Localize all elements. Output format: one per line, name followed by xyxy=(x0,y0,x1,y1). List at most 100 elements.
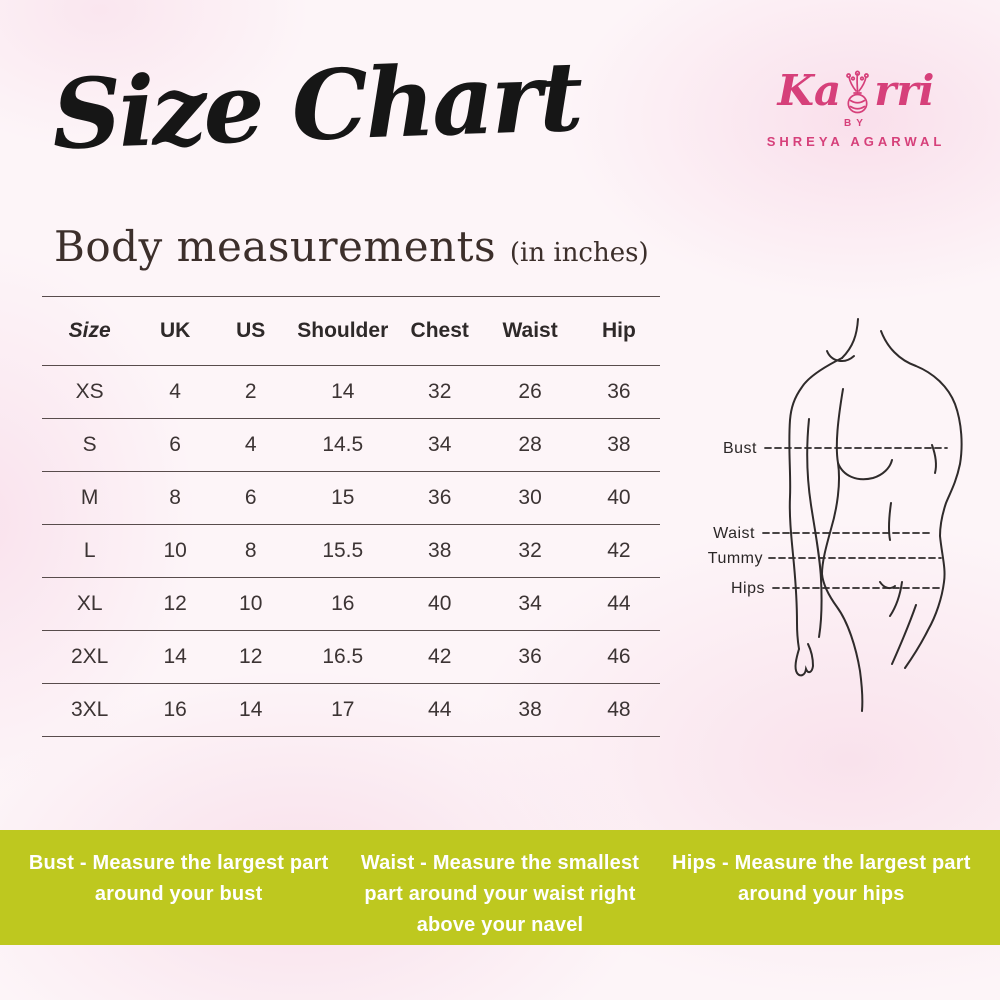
figure-bust-curve xyxy=(837,459,893,481)
table-cell: 6 xyxy=(169,433,181,456)
table-header-row: Size UK US Shoulder Chest Waist Hip xyxy=(42,296,660,366)
bust-instruction-label: Bust - xyxy=(28,852,87,874)
table-cell: 8 xyxy=(244,539,257,562)
column-header-uk: UK xyxy=(159,319,191,342)
measurement-instructions-banner: Bust - Measure the largest part around y… xyxy=(0,830,1000,945)
table-row-3xl: 3XL 16 14 17 44 38 48 xyxy=(42,684,660,737)
hips-label: Hips xyxy=(731,580,765,597)
table-cell: 36 xyxy=(607,380,631,403)
table-cell: 2XL xyxy=(70,645,109,668)
tummy-label: Tummy xyxy=(708,550,763,567)
figure-left-arm-inner xyxy=(806,418,823,638)
waist-instruction-body: Measure the smallest part around your wa… xyxy=(364,852,640,936)
table-cell: 38 xyxy=(428,539,452,562)
table-row-m: M 8 6 15 36 30 40 xyxy=(42,472,660,525)
table-cell: 40 xyxy=(428,592,452,615)
section-heading-note: (in inches) xyxy=(509,238,649,268)
table-cell: 36 xyxy=(518,645,542,668)
table-row-s: S 6 4 14.5 34 28 38 xyxy=(42,419,660,472)
table-cell: 40 xyxy=(607,486,631,509)
figure-inner-leg-line xyxy=(891,604,917,665)
brand-owner: SHREYA AGARWAL xyxy=(766,134,946,149)
table-cell: 42 xyxy=(428,645,452,668)
table-cell: 12 xyxy=(163,592,187,615)
table-cell: 46 xyxy=(607,645,631,668)
table-cell: 17 xyxy=(331,698,355,721)
table-cell: 16 xyxy=(163,698,187,721)
brand-name: Ka rri xyxy=(738,66,974,115)
table-cell: S xyxy=(82,433,97,456)
column-header-chest: Chest xyxy=(410,319,469,342)
hips-instruction-body: Measure the largest part around your hip… xyxy=(734,852,971,905)
table-cell: 16.5 xyxy=(322,645,364,668)
table-cell: 38 xyxy=(518,698,542,721)
brand-name-prefix: Ka xyxy=(777,66,842,115)
table-cell: 14.5 xyxy=(322,433,364,456)
table-cell: 42 xyxy=(607,539,631,562)
brand-logo: Ka rri BY SHREYA xyxy=(738,66,974,150)
table-cell: 15.5 xyxy=(322,539,364,562)
bust-instruction-text: Bust - Measure the largest part around y… xyxy=(28,848,329,910)
table-row-xl: XL 12 10 16 40 34 44 xyxy=(42,578,660,631)
table-cell: 6 xyxy=(244,486,257,509)
table-cell: 16 xyxy=(331,592,355,615)
table-cell: 36 xyxy=(428,486,452,509)
column-header-size: Size xyxy=(68,319,111,342)
brand-name-suffix: rri xyxy=(874,66,935,115)
figure-neck-left xyxy=(841,318,859,359)
table-cell: 15 xyxy=(331,486,355,509)
waist-instruction-text: Waist - Measure the smallest part around… xyxy=(349,848,650,941)
table-cell: M xyxy=(80,486,99,509)
page-title: Size Chart xyxy=(50,39,582,172)
hips-instruction: Hips - Measure the largest part around y… xyxy=(661,848,982,910)
figure-left-arm-outer xyxy=(788,357,843,650)
table-cell: 14 xyxy=(331,380,355,403)
table-cell: 44 xyxy=(428,698,452,721)
waist-instruction: Waist - Measure the smallest part around… xyxy=(339,848,660,941)
table-cell: 32 xyxy=(518,539,542,562)
column-header-waist: Waist xyxy=(502,319,558,342)
figure-hand xyxy=(794,643,815,677)
table-cell: 12 xyxy=(239,645,263,668)
section-heading-text: Body measurements xyxy=(54,222,497,271)
table-cell: 34 xyxy=(518,592,542,615)
table-cell: 44 xyxy=(607,592,631,615)
waist-label: Waist xyxy=(713,525,755,542)
table-cell: 34 xyxy=(428,433,452,456)
table-cell: 48 xyxy=(607,698,631,721)
table-row-2xl: 2XL 14 12 16.5 42 36 46 xyxy=(42,631,660,684)
table-cell: 8 xyxy=(169,486,181,509)
table-cell: L xyxy=(83,539,96,562)
table-cell: 14 xyxy=(239,698,263,721)
figure-right-contour xyxy=(880,330,963,669)
table-cell: XL xyxy=(76,592,103,615)
flower-vase-icon xyxy=(846,70,870,114)
section-heading: Body measurements (in inches) xyxy=(54,222,649,271)
column-header-hip: Hip xyxy=(601,319,636,342)
table-cell: 14 xyxy=(163,645,187,668)
table-cell: 26 xyxy=(518,380,542,403)
table-cell: 38 xyxy=(607,433,631,456)
table-row-xs: XS 4 2 14 32 26 36 xyxy=(42,366,660,419)
table-cell: 32 xyxy=(428,380,452,403)
table-cell: 2 xyxy=(244,380,257,403)
bust-instruction-body: Measure the largest part around your bus… xyxy=(92,852,329,905)
table-cell: 30 xyxy=(518,486,542,509)
body-measurement-figure: Bust Waist Tummy Hips xyxy=(708,318,963,712)
brand-by-label: BY xyxy=(844,118,868,129)
bust-instruction: Bust - Measure the largest part around y… xyxy=(18,848,339,910)
table-cell: 28 xyxy=(518,433,542,456)
figure-navel-line xyxy=(887,502,892,541)
figure-hip-curve-b xyxy=(889,581,903,617)
hips-instruction-text: Hips - Measure the largest part around y… xyxy=(671,848,972,910)
table-row-l: L 10 8 15.5 38 32 42 xyxy=(42,525,660,578)
waist-instruction-label: Waist - xyxy=(360,852,428,874)
figure-right-bust-line xyxy=(931,444,937,474)
figure-torso-left-and-thigh xyxy=(820,388,864,712)
size-table: Size UK US Shoulder Chest Waist Hip XS 4… xyxy=(42,296,660,737)
table-cell: 10 xyxy=(163,539,187,562)
hips-instruction-label: Hips - xyxy=(672,852,729,874)
table-cell: 10 xyxy=(239,592,263,615)
table-cell: XS xyxy=(75,380,104,403)
